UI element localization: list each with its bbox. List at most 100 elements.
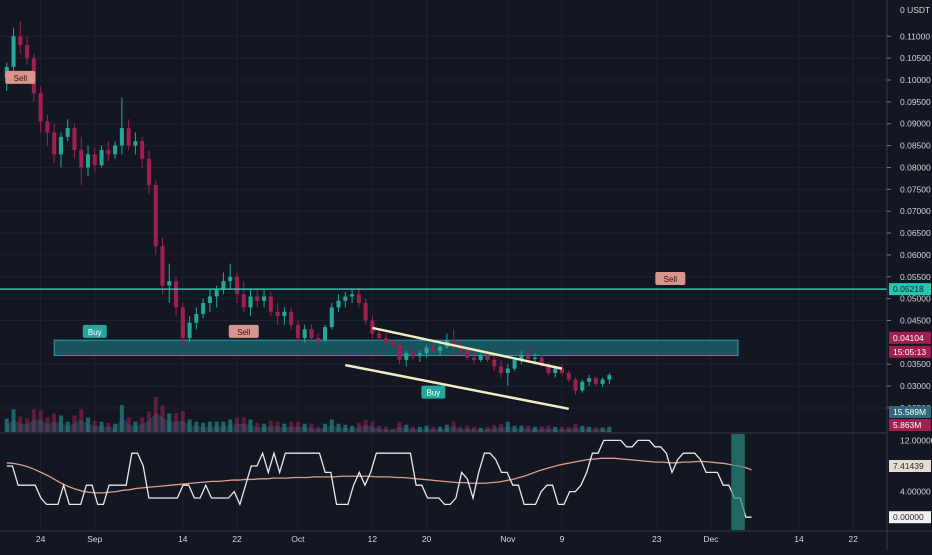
volume-bar [512, 425, 517, 432]
volume-bar [11, 409, 16, 432]
candle-body [600, 379, 605, 384]
volume-bar [607, 426, 612, 432]
volume-bar [228, 419, 233, 432]
osc-tick-label: 4.00000 [900, 487, 931, 497]
candle-body [174, 281, 179, 308]
candle-body [262, 296, 267, 301]
candle-body [187, 322, 192, 338]
volume-bar [133, 421, 138, 432]
falling-wedge-lines[interactable] [345, 326, 570, 411]
candle-body [58, 136, 63, 155]
horizontal-level-label-bg [889, 283, 931, 296]
candle-body [471, 357, 477, 360]
candle-body [383, 337, 388, 343]
candle-body [282, 311, 287, 317]
osc-tick-label: 12.00000 [900, 435, 932, 445]
oscillator-highlight-column [731, 434, 745, 530]
volume-bar [553, 426, 558, 432]
volume-label-1: 15.589M [893, 407, 926, 417]
candle-body [424, 347, 429, 354]
osc-main-value-label: 0.00000 [893, 512, 924, 522]
volume-bar [350, 425, 355, 432]
time-tick-label: 24 [36, 534, 46, 544]
price-axis[interactable]: 0 USDT 0.11000 0.10500 0.10000 0.09500 0.0900… [886, 0, 932, 550]
support-zone-rect[interactable] [53, 339, 739, 356]
price-tick-label: 0.05500 [900, 272, 931, 282]
candle-body [167, 281, 172, 286]
candle-body [268, 296, 273, 312]
candle-body [370, 320, 375, 334]
volume-bar [31, 409, 36, 432]
volume-bar [18, 416, 23, 432]
volume-bar [38, 410, 43, 432]
candle-body [492, 359, 497, 367]
time-tick-label: 22 [848, 534, 858, 544]
volume-bar [106, 422, 111, 432]
signal-labels: Sell Buy Sell Buy Sell [5, 70, 686, 399]
osc-signal-value-label: 7.41439 [893, 461, 924, 471]
volume-bar [160, 405, 165, 432]
candle-body [99, 149, 104, 166]
volume-bar [72, 415, 77, 432]
candle-body [478, 355, 483, 360]
time-tick-label: 14 [794, 534, 804, 544]
osc-main-value-label-bg [889, 511, 931, 524]
time-tick-label: Nov [500, 534, 516, 544]
candle-body [85, 154, 91, 168]
osc-signal-value-label-bg [889, 460, 931, 472]
candle-body [431, 347, 436, 352]
volume-bar [180, 411, 185, 432]
volume-bar [187, 419, 192, 432]
candle-body [79, 149, 84, 168]
volume-bar [410, 426, 416, 432]
candle-body [451, 340, 456, 345]
volume-bar [465, 425, 470, 432]
grid-lines [0, 0, 887, 530]
candle-body [438, 346, 443, 352]
price-tick-label: 0.10000 [900, 75, 931, 85]
volume-bar [390, 428, 395, 432]
price-tick-label: 0.03000 [900, 381, 931, 391]
candle-body [377, 333, 382, 338]
volume-bar [234, 417, 240, 432]
volume-bar [593, 427, 598, 432]
volume-bar [167, 413, 172, 432]
volume-bar [343, 424, 348, 432]
candle-body [180, 307, 185, 338]
volume-bar [397, 421, 402, 432]
volume-bar [370, 421, 375, 432]
volume-bar [404, 424, 409, 432]
price-tick-label: 0.07500 [900, 184, 931, 194]
time-tick-label: 20 [422, 534, 432, 544]
volume-bar [438, 426, 443, 432]
price-tick-label: 0.04500 [900, 316, 931, 326]
volume-bar [221, 421, 226, 432]
volume-bar [146, 411, 151, 432]
last-price-label-bg [889, 331, 931, 344]
buy-signal-badge [82, 324, 107, 338]
candle-body [146, 158, 151, 185]
volume-bar [268, 420, 273, 432]
price-tick-label: 0.05000 [900, 294, 931, 304]
candle-body [11, 36, 16, 67]
candle-body [45, 121, 50, 133]
volume-bar [262, 423, 267, 432]
volume-bar [241, 417, 246, 432]
countdown-label: 15:05:13 [893, 347, 926, 357]
time-tick-label: 14 [178, 534, 188, 544]
wedge-lower-line[interactable] [345, 363, 570, 411]
candle-body [350, 294, 355, 297]
price-tick-label: 0.10500 [900, 53, 931, 63]
volume-bar [363, 419, 368, 432]
volume-bar [194, 421, 199, 432]
support-zone [53, 339, 739, 356]
candle-body [410, 353, 416, 357]
volume-bar [52, 413, 57, 432]
candle-body [194, 313, 199, 323]
candle-body [519, 355, 524, 360]
wedge-upper-line[interactable] [372, 326, 563, 370]
time-axis[interactable]: 24 Sep 14 22 Oct 12 20 Nov 9 23 Dec 14 22 [0, 530, 932, 544]
